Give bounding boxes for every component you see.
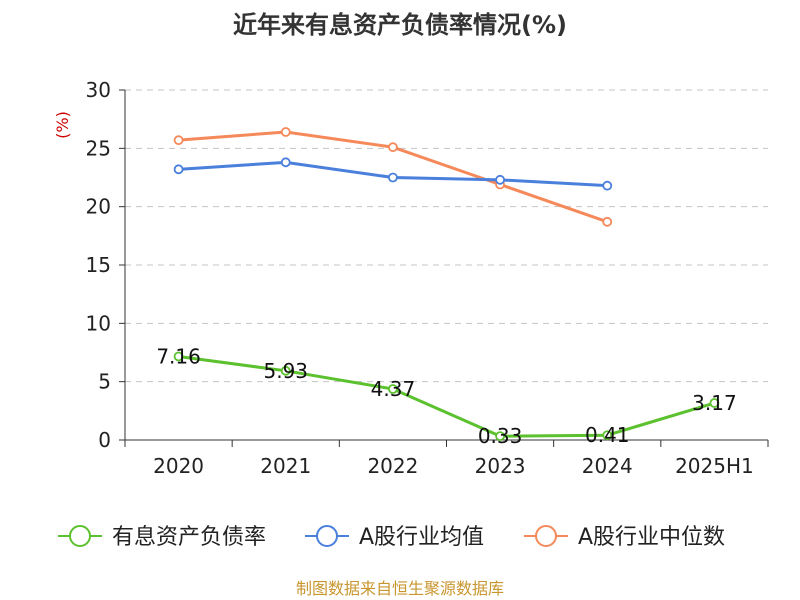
series-layer (173, 127, 720, 442)
y-tick-label: 30 (86, 78, 111, 102)
source-note: 制图数据来自恒生聚源数据库 (296, 579, 504, 598)
data-point (173, 135, 184, 146)
x-tick-label: 2022 (367, 454, 418, 478)
data-point (388, 384, 398, 394)
data-point (495, 174, 505, 185)
legend-label: A股行业中位数 (578, 525, 725, 550)
data-point (388, 142, 398, 153)
x-tick-label: 2021 (260, 454, 311, 478)
data-point (602, 430, 613, 441)
data-point (280, 365, 291, 376)
grid-lines (125, 89, 768, 383)
data-label: 3.17 (692, 391, 737, 415)
x-tick-label: 2025H1 (675, 454, 754, 478)
x-tick-label: 2020 (153, 454, 204, 478)
y-tick-label: 5 (98, 370, 111, 394)
legend-marker (535, 525, 557, 547)
data-point (280, 127, 291, 137)
legend: 有息资产负债率 A股行业均值 A股行业中位数 (58, 525, 725, 550)
legend-marker (316, 525, 338, 547)
x-tick-label: 2023 (475, 454, 526, 478)
y-tick-label: 0 (98, 428, 111, 452)
series-line-0 (178, 354, 715, 438)
legend-label: A股行业均值 (359, 525, 484, 550)
data-label: 7.16 (156, 344, 201, 368)
data-label: 4.37 (371, 377, 416, 401)
legend-label: 有息资产负债率 (112, 525, 266, 550)
x-tick-label: 2024 (582, 454, 633, 478)
y-tick-label: 25 (86, 136, 111, 160)
data-point (709, 398, 720, 408)
data-labels: 7.16 5.93 4.37 0.33 0.41 3.17 (156, 344, 736, 448)
data-point (495, 431, 505, 442)
y-tick-label: 15 (86, 253, 111, 277)
data-point (602, 216, 613, 227)
y-tick-label: 10 (86, 311, 111, 335)
data-point (280, 157, 291, 168)
data-label: 5.93 (263, 359, 308, 383)
axes: 0 5 10 15 20 25 30 2020 2021 2022 2023 2024 2025H1 (86, 78, 769, 478)
data-label: 0.41 (585, 423, 630, 447)
chart-title: 近年来有息资产负债率情况(%) (233, 11, 567, 39)
y-axis-label: (%) (53, 111, 72, 139)
legend-marker (69, 525, 91, 547)
data-label: 0.33 (478, 424, 523, 448)
y-tick-label: 20 (86, 195, 111, 219)
data-point (388, 172, 398, 183)
data-point (173, 351, 184, 362)
data-point (173, 164, 184, 175)
data-point (602, 180, 613, 191)
